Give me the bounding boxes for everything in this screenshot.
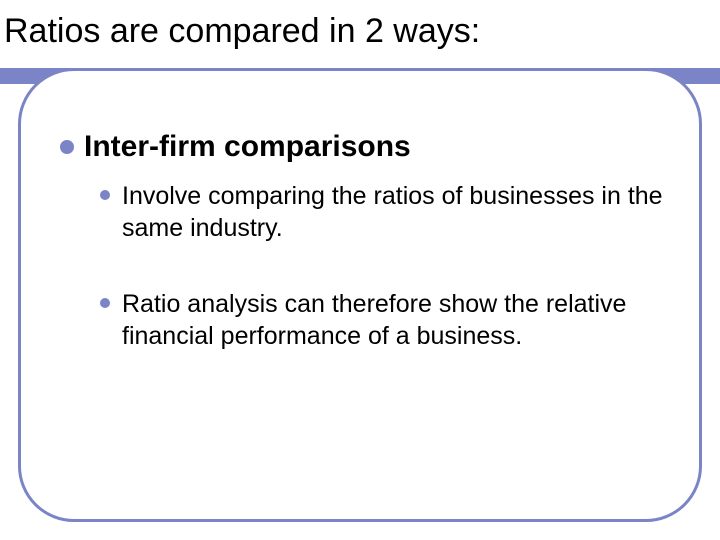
subheading-text: Inter-firm comparisons — [84, 130, 411, 164]
subheading-row: Inter-firm comparisons — [60, 130, 411, 164]
bullet-icon — [100, 298, 110, 308]
bullet-icon — [100, 190, 110, 200]
body-text: Ratio analysis can therefore show the re… — [122, 288, 670, 352]
list-item: Involve comparing the ratios of business… — [100, 180, 680, 244]
bullet-icon — [60, 140, 74, 154]
slide-title: Ratios are compared in 2 ways: — [4, 12, 480, 51]
slide-container: Ratios are compared in 2 ways: Inter-fir… — [0, 0, 720, 540]
body-list: Involve comparing the ratios of business… — [100, 180, 680, 396]
list-item: Ratio analysis can therefore show the re… — [100, 288, 680, 352]
body-text: Involve comparing the ratios of business… — [122, 180, 670, 244]
title-band: Ratios are compared in 2 ways: — [0, 0, 720, 68]
